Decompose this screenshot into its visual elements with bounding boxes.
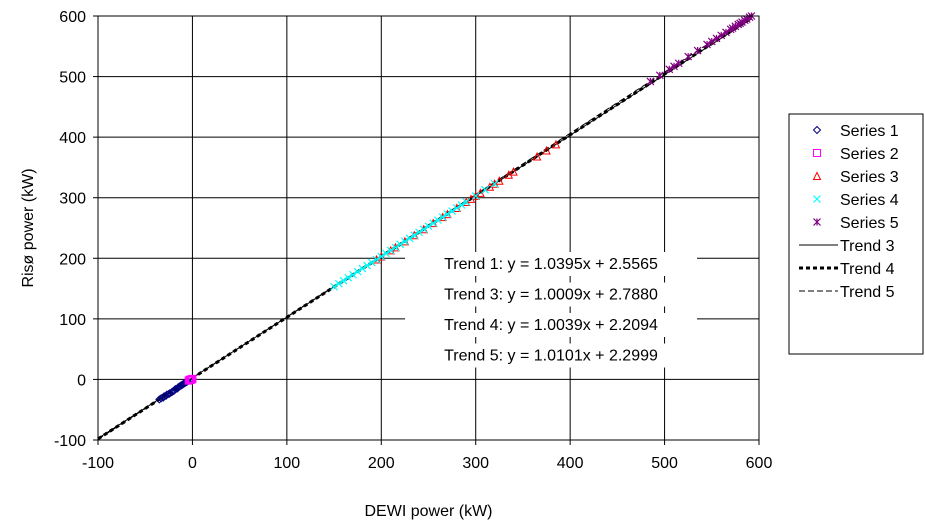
data-point-series-4 [429, 219, 438, 228]
legend: Series 1 Series 2 Series 3 Series 4 Series 5… [788, 113, 924, 355]
x-tick-label: 600 [746, 455, 773, 472]
legend-label: Trend 3 [840, 238, 895, 255]
data-point-series-2 [186, 375, 195, 384]
equation-annotations: Trend 1: y = 1.0395x + 2.5565 Trend 3: y … [405, 252, 697, 368]
data-point-series-4 [400, 237, 409, 246]
data-point-series-4 [363, 261, 372, 270]
trend-equation: Trend 1: y = 1.0395x + 2.5565 [444, 256, 658, 273]
data-point-series-5 [674, 59, 683, 68]
data-point-series-3 [542, 145, 551, 155]
data-point-series-2 [188, 374, 197, 383]
equation-background [405, 343, 697, 368]
legend-label: Trend 5 [840, 284, 895, 301]
data-point-series-4 [353, 267, 362, 276]
y-axis-title: Risø power (kW) [20, 168, 37, 287]
data-point-series-4 [448, 207, 457, 215]
data-point-series-1 [165, 389, 174, 398]
data-point-series-4 [490, 179, 499, 188]
data-point-series-5 [712, 34, 721, 43]
y-tick-label: -100 [54, 433, 86, 450]
data-point-series-3 [532, 151, 542, 161]
y-tick-label: 100 [59, 312, 86, 329]
data-point-series-5 [670, 62, 678, 71]
x-tick-label: -100 [82, 455, 114, 472]
y-tick-label: 0 [77, 372, 86, 389]
data-point-series-4 [481, 185, 490, 194]
equation-background [405, 313, 697, 337]
data-point-series-1 [171, 384, 180, 394]
legend-marker-series-3 [812, 171, 822, 180]
tick-labels: -100 0 100 200 300 400 500 600 -100 0 100 200 300 400… [54, 9, 772, 472]
data-point-series-5 [684, 52, 693, 61]
legend-label: Series 1 [840, 123, 899, 140]
legend-box [788, 113, 924, 355]
data-point-series-4 [457, 201, 466, 209]
trend-equation: Trend 3: y = 1.0009x + 2.7880 [444, 287, 658, 304]
data-point-series-4 [382, 249, 390, 258]
y-tick-label: 200 [59, 251, 86, 268]
data-point-series-3 [551, 139, 561, 149]
x-tick-label: 200 [368, 455, 395, 472]
y-tick-label: 400 [59, 130, 86, 147]
x-tick-label: 0 [188, 455, 197, 472]
data-point-series-4 [405, 234, 414, 243]
data-point-series-5 [693, 46, 702, 55]
data-point-series-4 [367, 258, 376, 267]
legend-marker-series-5 [813, 218, 821, 226]
data-point-series-4 [344, 273, 353, 282]
data-point-series-4 [358, 264, 367, 273]
legend-label: Series 5 [840, 215, 899, 232]
data-point-series-4 [419, 225, 428, 234]
data-point-series-4 [424, 222, 433, 231]
legend-marker-series-4 [813, 195, 821, 203]
data-point-series-5 [665, 65, 674, 74]
data-point-series-4 [396, 240, 405, 249]
y-tick-label: 300 [59, 191, 86, 208]
data-point-series-4 [434, 216, 442, 225]
y-tick-label: 500 [59, 70, 86, 87]
data-point-series-4 [377, 252, 386, 261]
data-point-series-5 [717, 31, 726, 40]
data-point-series-4 [391, 243, 400, 252]
data-point-series-4 [349, 270, 357, 279]
data-point-series-5 [703, 40, 711, 49]
x-tick-label: 300 [462, 455, 489, 472]
data-point-series-4 [462, 198, 471, 206]
trend-equation: Trend 5: y = 1.0101x + 2.2999 [444, 348, 658, 365]
legend-marker-series-2 [813, 149, 821, 157]
data-point-series-4 [438, 213, 447, 222]
legend-label: Series 4 [840, 192, 899, 209]
trend-equation: Trend 4: y = 1.0039x + 2.2094 [444, 317, 658, 334]
legend-label: Series 2 [840, 146, 899, 163]
data-point-series-4 [339, 276, 348, 285]
data-point-series-4 [452, 204, 461, 212]
x-axis-title: DEWI power (kW) [365, 503, 493, 520]
data-point-series-4 [372, 255, 381, 264]
legend-label: Trend 4 [840, 261, 895, 278]
legend-marker-series-1 [812, 125, 822, 135]
plot-frame [97, 15, 760, 441]
y-tick-label: 600 [59, 9, 86, 26]
data-point-series-4 [334, 279, 343, 288]
data-points [155, 12, 756, 404]
legend-label: Series 3 [840, 169, 899, 186]
data-point-series-3 [509, 167, 518, 176]
data-point-series-5 [646, 77, 655, 86]
data-point-series-5 [722, 28, 730, 37]
equation-background [405, 282, 697, 307]
data-point-series-4 [410, 231, 419, 240]
data-point-series-4 [330, 282, 338, 291]
data-point-series-4 [386, 246, 395, 255]
equation-background [405, 252, 697, 276]
x-tick-label: 400 [557, 455, 584, 472]
x-tick-label: 500 [651, 455, 678, 472]
data-point-series-4 [443, 210, 452, 218]
data-point-series-5 [707, 37, 716, 46]
data-point-series-4 [415, 228, 423, 237]
x-tick-label: 100 [274, 455, 301, 472]
data-point-series-1 [155, 395, 164, 404]
data-point-series-5 [655, 71, 664, 80]
data-point-series-4 [471, 191, 480, 200]
